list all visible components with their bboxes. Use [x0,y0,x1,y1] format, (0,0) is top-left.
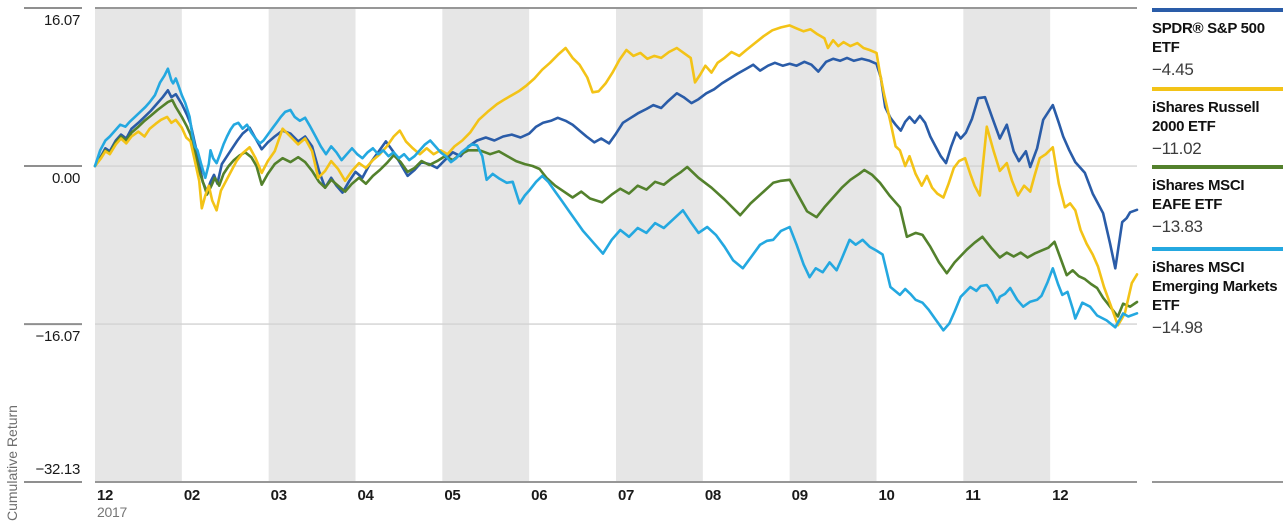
x-tick-label: 02 [183,487,200,504]
y-tick-label: 0.00 [52,170,80,188]
x-tick-label: 11 [965,487,981,504]
legend-series-name: SPDR® S&P 500 ETF [1152,20,1265,56]
x-tick-label: 03 [270,487,287,504]
x-tick-label: 08 [704,487,721,504]
series-line-3 [93,67,1139,332]
month-band [616,8,703,482]
y-tick-label: −32.13 [35,461,81,478]
legend-item-msci-eafe[interactable]: iShares MSCI EAFE ETF −13.83 [1152,165,1283,237]
x-tick-label: 06 [531,487,548,504]
legend-item-russell-2000[interactable]: iShares Russell 2000 ETF −11.02 [1152,87,1283,159]
legend-series-value: −14.98 [1152,318,1203,337]
y-tick-label: −16.07 [35,328,81,346]
month-band [442,8,530,482]
x-tick-label: 10 [878,487,895,504]
x-tick-label: 12 [1052,487,1069,504]
month-band [95,8,182,482]
legend-series-name: iShares MSCI EAFE ETF [1152,177,1245,213]
legend-series-value: −4.45 [1152,60,1194,79]
legend-series-name: iShares MSCI Emerging Markets ETF [1152,259,1278,314]
series-line-1 [93,24,1139,327]
series-line-0 [93,56,1139,270]
legend-item-msci-emerging-markets[interactable]: iShares MSCI Emerging Markets ETF −14.98 [1152,247,1283,338]
series-color-bar [1152,247,1283,251]
legend-item-spdr-sp500[interactable]: SPDR® S&P 500 ETF −4.45 [1152,8,1283,80]
x-axis-year-label: 2017 [97,504,127,520]
series-color-bar [1152,8,1283,12]
month-band [789,8,877,482]
series-line-2 [93,98,1139,318]
legend-series-name: iShares Russell 2000 ETF [1152,99,1260,135]
x-tick-label: 07 [618,487,635,504]
legend-series-value: −11.02 [1152,139,1202,158]
month-band [963,8,1051,482]
legend-series-value: −13.83 [1152,217,1203,236]
series-color-bar [1152,87,1283,91]
x-tick-label: 04 [357,487,374,504]
x-tick-label: 09 [791,487,808,504]
series-color-bar [1152,165,1283,169]
y-tick-label: 16.07 [43,12,80,29]
month-band [268,8,356,482]
x-tick-label: 12 [97,487,114,504]
y-axis-title: Cumulative Return [4,405,20,521]
x-tick-label: 05 [444,487,461,504]
